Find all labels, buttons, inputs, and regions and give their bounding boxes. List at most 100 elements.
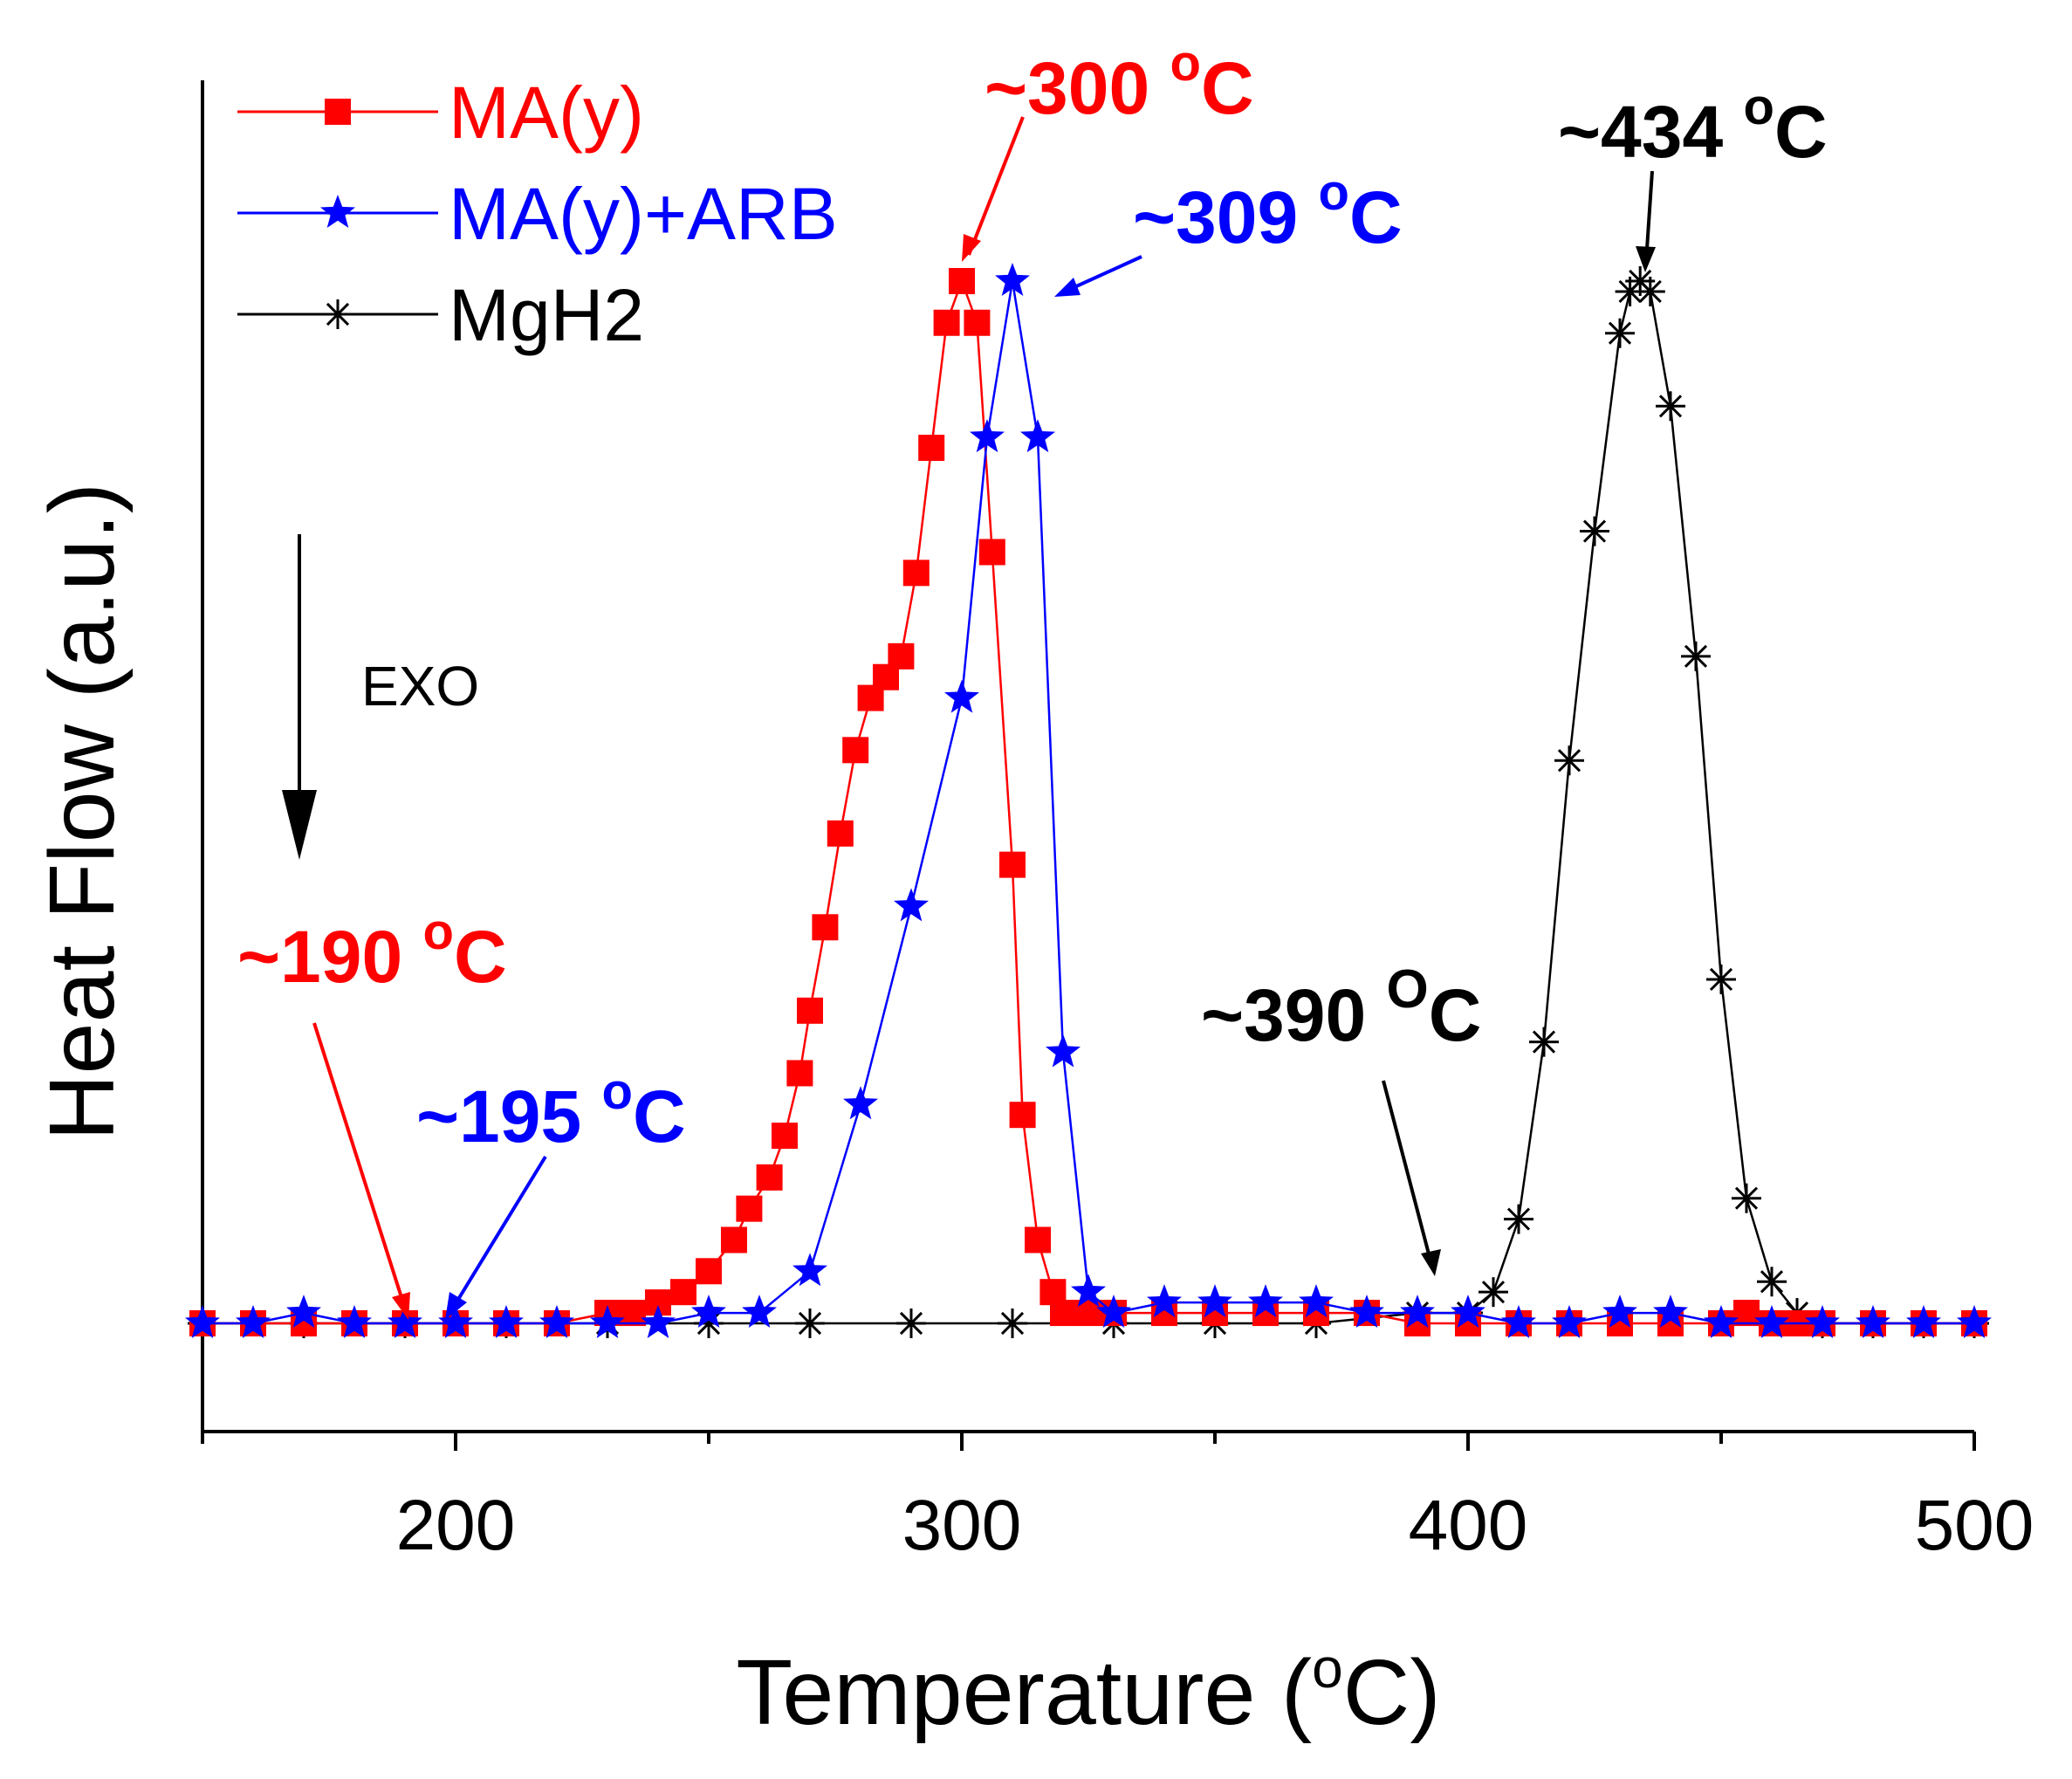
point-ma-y-31 [999, 851, 1026, 878]
point-ma-y-21 [842, 737, 869, 764]
annotation-300-unit: C [1201, 47, 1254, 129]
point-ma-y-18 [797, 997, 823, 1024]
point-ma-y-20 [827, 820, 854, 847]
point-ma-y-arb-13 [843, 1086, 878, 1120]
annotation-190-value: ~190 [237, 916, 423, 998]
point-ma-y-arb-3 [337, 1305, 372, 1338]
x-axis-ticks [201, 1432, 1976, 1451]
x-axis-tick-labels: 200 300 400 500 [396, 1486, 2034, 1565]
point-ma-y-24 [888, 642, 915, 670]
arrow-390 [1382, 1080, 1433, 1265]
annotation-309-value: ~309 [1133, 176, 1319, 258]
point-ma-y-30 [978, 539, 1005, 566]
arrow-195 [450, 1155, 547, 1311]
point-ma-y-arb-36 [1856, 1305, 1890, 1338]
point-ma-y-arb-23 [1197, 1284, 1232, 1318]
point-ma-y-arb-27 [1400, 1295, 1435, 1328]
point-ma-y-arb-31 [1602, 1295, 1637, 1328]
point-ma-y-arb-8 [590, 1305, 625, 1338]
point-ma-y-arb-12 [792, 1253, 827, 1287]
point-ma-y-arb-37 [1906, 1305, 1941, 1338]
annotation-390-unit: C [1429, 974, 1482, 1056]
exo-label: EXO [361, 655, 479, 718]
point-mgh2-8 [998, 1308, 1027, 1338]
annotation-390-value: ~390 [1201, 974, 1387, 1056]
arrow-195-head [445, 1292, 467, 1320]
legend-item-ma-y-arb: MA(y)+ARB [237, 173, 838, 255]
series-mgh2 [188, 266, 1989, 1338]
arrow-309-head [1054, 278, 1081, 297]
legend-marker-ma-y [325, 99, 351, 125]
point-ma-y-arb-22 [1147, 1284, 1182, 1318]
point-ma-y-16 [772, 1123, 798, 1150]
point-ma-y-28 [949, 268, 975, 294]
point-mgh2-25 [1706, 964, 1736, 994]
point-mgh2-14 [1479, 1277, 1508, 1308]
annotation-195-unit: C [633, 1075, 686, 1157]
annotation-190-sup: o [423, 903, 454, 960]
point-ma-y-arb-28 [1451, 1295, 1485, 1328]
point-mgh2-27 [1757, 1267, 1787, 1297]
arrow-390-head [1421, 1249, 1441, 1276]
point-ma-y-11 [670, 1279, 696, 1306]
arrow-300 [967, 116, 1025, 256]
point-ma-y-arb-10 [691, 1295, 726, 1328]
point-ma-y-arb-26 [1349, 1295, 1384, 1328]
legend: MA(y) MA(y)+ARB MgH2 [237, 72, 838, 356]
x-axis-title-unit-end: C) [1343, 1641, 1441, 1744]
annotation-434-value: ~434 [1558, 91, 1744, 173]
annotation-300: ~300 oC [985, 35, 1254, 129]
point-ma-y-arb-34 [1754, 1305, 1789, 1338]
annotation-195-value: ~195 [416, 1075, 602, 1157]
x-axis-title: Temperature (oC) [736, 1637, 1440, 1744]
x-tick-label-300: 300 [902, 1486, 1022, 1565]
point-mgh2-24 [1681, 641, 1711, 671]
point-ma-y-arb-30 [1552, 1305, 1587, 1338]
point-mgh2-18 [1580, 516, 1609, 546]
legend-marker-ma-y-arb [320, 195, 355, 228]
point-ma-y-19 [812, 914, 839, 941]
y-axis-title: Heat Flow (a.u.) [31, 483, 134, 1141]
exo-indicator: EXO [282, 534, 479, 860]
point-ma-y-arb-7 [539, 1305, 574, 1338]
point-ma-y-arb-2 [286, 1295, 321, 1328]
point-mgh2-6 [795, 1308, 825, 1338]
legend-label-ma-y: MA(y) [449, 72, 644, 154]
annotation-434: ~434 oC [1558, 79, 1828, 173]
series-line-mgh2 [202, 279, 1974, 1325]
series-layer [185, 263, 1992, 1338]
point-mgh2-15 [1504, 1204, 1533, 1234]
legend-label-ma-y-arb: MA(y)+ARB [449, 173, 838, 255]
point-mgh2-26 [1732, 1183, 1761, 1213]
point-mgh2-19 [1605, 318, 1635, 348]
annotation-arrows [312, 116, 1656, 1320]
series-ma-y-arb [185, 263, 1992, 1338]
annotation-390: ~390 OC [1201, 959, 1481, 1056]
point-ma-y-32 [1009, 1102, 1036, 1129]
point-ma-y-arb-19 [1046, 1034, 1081, 1068]
point-ma-y-arb-17 [995, 263, 1030, 296]
point-ma-y-arb-6 [489, 1305, 524, 1338]
point-ma-y-25 [902, 560, 930, 587]
legend-marker-mgh2 [323, 299, 353, 329]
point-mgh2-23 [1656, 391, 1685, 422]
point-ma-y-arb-20 [1071, 1274, 1106, 1308]
point-ma-y-9 [620, 1300, 646, 1327]
series-ma-y [189, 268, 1987, 1336]
annotation-300-sup: o [1170, 35, 1201, 92]
series-line-ma-y [202, 279, 1974, 1325]
point-ma-y-14 [736, 1195, 763, 1222]
point-ma-y-arb-4 [388, 1305, 422, 1338]
point-ma-y-13 [721, 1226, 747, 1254]
point-ma-y-arb-24 [1248, 1284, 1283, 1318]
point-mgh2-17 [1554, 745, 1584, 776]
annotation-309: ~309 oC [1133, 164, 1403, 258]
annotation-300-value: ~300 [985, 47, 1170, 129]
legend-item-ma-y: MA(y) [237, 72, 644, 154]
annotation-195: ~195 oC [416, 1063, 686, 1157]
annotation-309-sup: o [1319, 164, 1349, 221]
point-ma-y-29 [964, 309, 991, 336]
point-ma-y-arb-33 [1704, 1305, 1739, 1338]
arrow-309 [1064, 255, 1142, 293]
